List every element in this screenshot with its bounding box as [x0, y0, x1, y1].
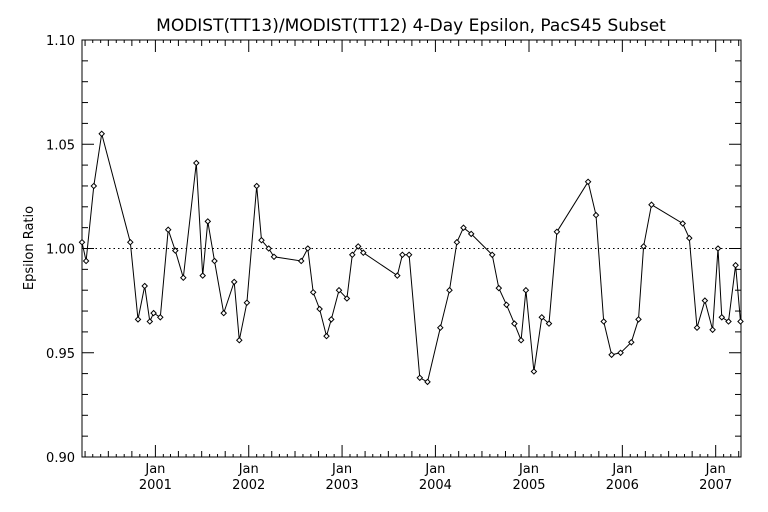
data-point-marker: [718, 313, 726, 321]
data-point-marker: [737, 318, 744, 325]
data-point-marker: [192, 159, 200, 167]
data-point-marker: [327, 316, 335, 323]
data-point-marker: [399, 251, 406, 259]
data-point-marker: [453, 238, 461, 246]
data-point-marker: [354, 243, 362, 250]
x-tick-month-label: Jan: [331, 462, 352, 477]
x-tick-month-label: Jan: [611, 462, 632, 477]
x-tick-year-label: 2002: [232, 478, 265, 493]
data-point-marker: [134, 316, 142, 323]
data-point-marker: [230, 278, 238, 286]
x-tick-year-label: 2005: [512, 478, 545, 493]
data-point-marker: [685, 234, 693, 242]
data-point-marker: [635, 316, 642, 323]
data-point-marker: [511, 320, 518, 327]
data-point-marker: [179, 274, 187, 282]
data-point-marker: [617, 349, 624, 357]
x-tick-year-label: 2003: [326, 478, 359, 493]
data-point-marker: [304, 245, 312, 252]
data-point-marker: [243, 299, 251, 307]
data-point-marker: [488, 251, 496, 259]
data-point-marker: [220, 309, 228, 317]
x-tick-year-label: 2004: [419, 478, 452, 493]
data-point-marker: [253, 182, 261, 190]
data-point-marker: [446, 286, 453, 294]
data-point-marker: [714, 245, 722, 252]
x-tick-month-label: Jan: [238, 462, 259, 477]
data-point-marker: [343, 295, 351, 302]
data-point-marker: [146, 318, 154, 325]
y-tick-label: 1.05: [46, 138, 75, 153]
data-point-marker: [204, 218, 212, 225]
data-point-marker: [235, 336, 243, 344]
data-point-marker: [709, 326, 716, 334]
data-point-marker: [156, 313, 164, 321]
data-point-marker: [150, 309, 157, 317]
data-point-marker: [627, 338, 635, 346]
data-point-marker: [503, 301, 510, 309]
data-point-marker: [701, 297, 709, 304]
data-point-marker: [648, 201, 655, 209]
data-point-marker: [309, 288, 317, 296]
data-point-marker: [265, 245, 273, 252]
x-tick-year-label: 2007: [699, 478, 732, 493]
data-point-marker: [553, 228, 561, 236]
data-point-marker: [495, 284, 503, 292]
data-point-marker: [424, 378, 431, 386]
data-point-marker: [348, 251, 356, 259]
x-tick-year-label: 2006: [606, 478, 639, 493]
x-tick-year-label: 2001: [139, 478, 172, 493]
data-point-marker: [538, 313, 546, 321]
x-tick-month-label: Jan: [424, 462, 445, 477]
data-point-marker: [545, 320, 553, 327]
data-point-marker: [359, 249, 367, 257]
data-point-marker: [517, 336, 525, 344]
data-point-marker: [323, 332, 330, 340]
data-point-marker: [467, 230, 475, 238]
data-point-marker: [199, 272, 207, 279]
data-point-marker: [725, 318, 732, 325]
data-point-marker: [405, 251, 413, 259]
data-point-marker: [82, 257, 90, 265]
data-point-marker: [530, 368, 538, 375]
data-point-marker: [270, 253, 278, 261]
data-point-marker: [90, 182, 98, 190]
data-point-marker: [732, 261, 739, 269]
data-point-marker: [522, 286, 530, 294]
series-line: [81, 133, 741, 383]
data-point-marker: [164, 226, 172, 234]
data-point-marker: [600, 318, 608, 325]
plot-area: 0.900.951.001.051.10Jan2001Jan2002Jan200…: [46, 34, 744, 493]
y-tick-label: 0.95: [46, 347, 75, 362]
data-point-marker: [171, 247, 179, 254]
data-point-marker: [460, 224, 467, 232]
y-tick-label: 1.00: [46, 243, 75, 258]
y-tick-label: 1.10: [46, 34, 75, 49]
data-point-marker: [335, 286, 343, 294]
x-tick-month-label: Jan: [518, 462, 539, 477]
data-point-marker: [436, 324, 444, 332]
data-point-marker: [592, 211, 600, 219]
data-point-marker: [693, 324, 701, 332]
chart-title: MODIST(TT13)/MODIST(TT12) 4-Day Epsilon,…: [156, 16, 666, 36]
data-point-marker: [141, 282, 149, 290]
y-axis-label: Epsilon Ratio: [22, 206, 37, 290]
data-point-marker: [584, 178, 592, 186]
y-tick-label: 0.90: [46, 451, 75, 466]
data-point-marker: [416, 374, 424, 382]
data-point-marker: [126, 238, 134, 246]
data-point-marker: [316, 305, 323, 313]
x-tick-month-label: Jan: [144, 462, 165, 477]
data-point-marker: [98, 130, 106, 138]
data-point-marker: [608, 351, 615, 359]
data-point-marker: [393, 272, 401, 279]
data-point-marker: [258, 236, 265, 244]
data-point-marker: [679, 220, 687, 227]
data-point-marker: [640, 243, 647, 250]
data-point-marker: [297, 257, 305, 265]
x-tick-month-label: Jan: [705, 462, 726, 477]
data-point-marker: [211, 257, 218, 265]
data-point-marker: [78, 238, 86, 246]
